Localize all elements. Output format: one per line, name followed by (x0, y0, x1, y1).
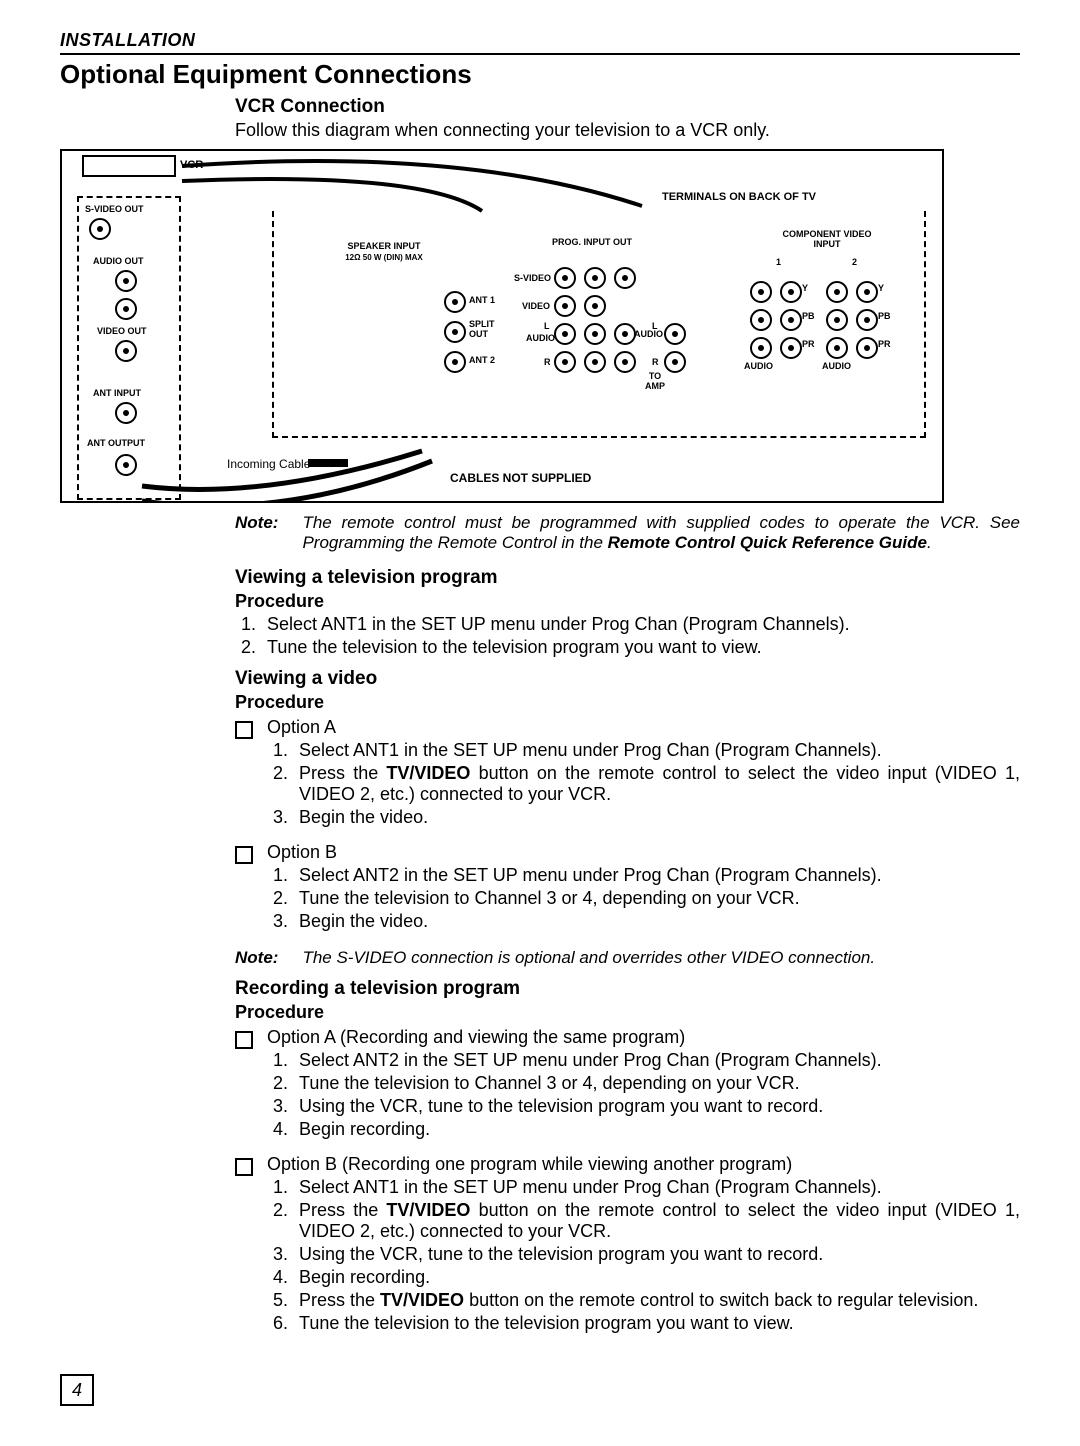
cable-lines (62, 151, 942, 501)
video-option-b: Option B Select ANT2 in the SET UP menu … (235, 842, 1020, 942)
list-item: Tune the television to the television pr… (293, 1313, 1020, 1334)
list-item: Begin the video. (293, 911, 1020, 932)
note-label: Note: (235, 513, 278, 553)
record-option-b: Option B (Recording one program while vi… (235, 1154, 1020, 1344)
record-opta-steps: Select ANT2 in the SET UP menu under Pro… (293, 1050, 1020, 1140)
page-title: Optional Equipment Connections (60, 59, 1020, 90)
note-svideo: Note: The S-VIDEO connection is optional… (235, 948, 1020, 968)
list-item: Using the VCR, tune to the television pr… (293, 1244, 1020, 1265)
list-item: Begin the video. (293, 807, 1020, 828)
list-item: Begin recording. (293, 1267, 1020, 1288)
note-text-c: . (927, 533, 932, 552)
view-tv-procedure: Procedure (235, 591, 1020, 612)
note2-text: The S-VIDEO connection is optional and o… (302, 948, 875, 968)
note2-label: Note: (235, 948, 278, 968)
section-header: INSTALLATION (60, 30, 1020, 55)
checkbox-icon (235, 1158, 253, 1176)
checkbox-icon (235, 846, 253, 864)
view-tv-heading: Viewing a television program (235, 567, 1020, 589)
record-option-a: Option A (Recording and viewing the same… (235, 1027, 1020, 1150)
manual-page: INSTALLATION Optional Equipment Connecti… (0, 0, 1080, 1446)
list-item: Select ANT2 in the SET UP menu under Pro… (293, 1050, 1020, 1071)
checkbox-icon (235, 1031, 253, 1049)
note-remote: Note: The remote control must be program… (235, 513, 1020, 553)
list-item: Tune the television to Channel 3 or 4, d… (293, 1073, 1020, 1094)
vcr-intro: Follow this diagram when connecting your… (235, 120, 1020, 141)
vcr-heading: VCR Connection (235, 96, 1020, 118)
record-optb-label: Option B (Recording one program while vi… (267, 1154, 1020, 1175)
wiring-diagram: VCR S-VIDEO OUT AUDIO OUT VIDEO OUT ANT … (60, 149, 944, 503)
view-video-heading: Viewing a video (235, 668, 1020, 690)
list-item: Select ANT1 in the SET UP menu under Pro… (293, 740, 1020, 761)
list-item: Select ANT2 in the SET UP menu under Pro… (293, 865, 1020, 886)
list-item: Begin recording. (293, 1119, 1020, 1140)
record-opta-label: Option A (Recording and viewing the same… (267, 1027, 1020, 1048)
record-procedure: Procedure (235, 1002, 1020, 1023)
view-tv-steps: Select ANT1 in the SET UP menu under Pro… (261, 614, 1020, 658)
page-number: 4 (60, 1374, 94, 1406)
list-item: Tune the television to the television pr… (261, 637, 1020, 658)
option-a-label: Option A (267, 717, 1020, 738)
view-video-procedure: Procedure (235, 692, 1020, 713)
video-optb-steps: Select ANT2 in the SET UP menu under Pro… (293, 865, 1020, 932)
video-opta-steps: Select ANT1 in the SET UP menu under Pro… (293, 740, 1020, 828)
checkbox-icon (235, 721, 253, 739)
note-text: The remote control must be programmed wi… (302, 513, 1020, 553)
record-optb-steps: Select ANT1 in the SET UP menu under Pro… (293, 1177, 1020, 1334)
record-heading: Recording a television program (235, 978, 1020, 1000)
list-item: Press the TV/VIDEO button on the remote … (293, 1290, 1020, 1311)
list-item: Select ANT1 in the SET UP menu under Pro… (261, 614, 1020, 635)
video-option-a: Option A Select ANT1 in the SET UP menu … (235, 717, 1020, 838)
list-item: Using the VCR, tune to the television pr… (293, 1096, 1020, 1117)
option-b-label: Option B (267, 842, 1020, 863)
list-item: Press the TV/VIDEO button on the remote … (293, 1200, 1020, 1242)
list-item: Tune the television to Channel 3 or 4, d… (293, 888, 1020, 909)
note-text-b: Remote Control Quick Reference Guide (608, 533, 927, 552)
list-item: Select ANT1 in the SET UP menu under Pro… (293, 1177, 1020, 1198)
list-item: Press the TV/VIDEO button on the remote … (293, 763, 1020, 805)
